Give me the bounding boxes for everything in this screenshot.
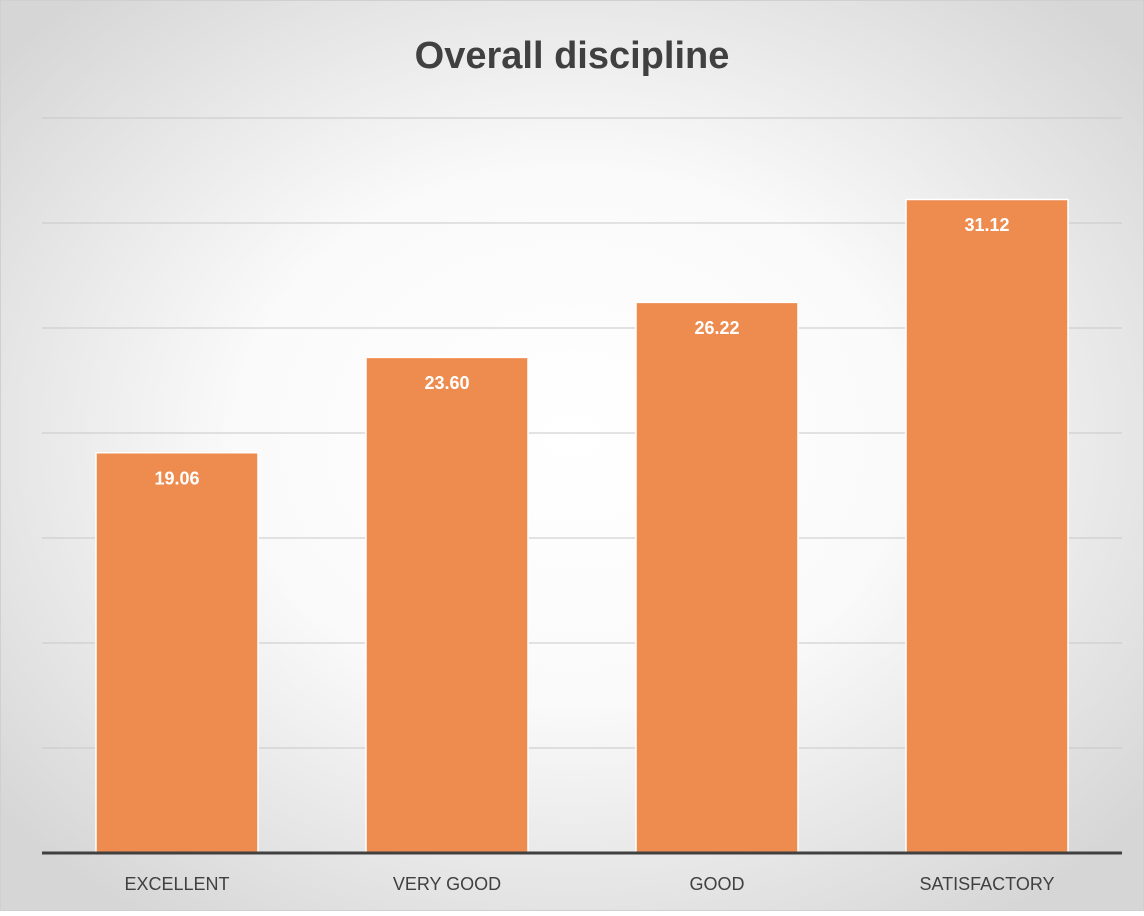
data-label: 26.22 bbox=[694, 318, 739, 338]
x-tick-label: SATISFACTORY bbox=[919, 874, 1054, 894]
bar bbox=[905, 198, 1069, 854]
bar bbox=[635, 301, 799, 854]
bar bbox=[95, 451, 259, 854]
bar bbox=[365, 356, 529, 854]
data-label: 31.12 bbox=[964, 215, 1009, 235]
x-tick-label: GOOD bbox=[689, 874, 744, 894]
x-tick-label: VERY GOOD bbox=[393, 874, 501, 894]
data-label: 23.60 bbox=[424, 373, 469, 393]
chart-title: Overall discipline bbox=[415, 35, 730, 77]
data-label: 19.06 bbox=[154, 468, 199, 488]
x-tick-label: EXCELLENT bbox=[124, 874, 229, 894]
